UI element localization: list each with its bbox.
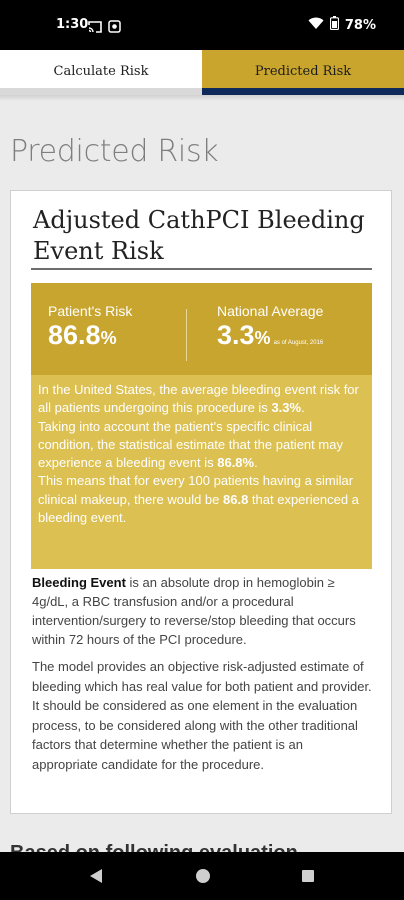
- page-title: Predicted Risk: [10, 134, 219, 169]
- explanation-p1a: In the United States, the average bleedi…: [38, 382, 359, 416]
- national-average-value: 3.3% as of August, 2016: [217, 320, 323, 351]
- risk-divider: [186, 309, 187, 361]
- explanation-p3c: that experienced a bleeding event.: [38, 491, 359, 526]
- title-divider: [31, 268, 372, 270]
- home-icon[interactable]: [196, 869, 210, 883]
- back-icon[interactable]: [89, 868, 103, 888]
- risk-summary: Patient's Risk 86.8% National Average 3.…: [31, 283, 372, 569]
- risk-header: Patient's Risk 86.8% National Average 3.…: [31, 283, 372, 375]
- risk-card: Adjusted CathPCI Bleeding Event Risk Pat…: [10, 190, 392, 814]
- status-bar: 1:30 78%: [0, 0, 404, 50]
- tab-predicted-risk[interactable]: Predicted Risk: [202, 50, 404, 95]
- wifi-icon: [308, 17, 324, 34]
- tab-calculate-risk[interactable]: Calculate Risk: [0, 50, 202, 95]
- national-average-asof: as of August, 2016: [273, 340, 324, 346]
- explanation-p2a: Taking into account the patient's specif…: [38, 418, 343, 471]
- national-average: National Average 3.3% as of August, 2016: [217, 303, 323, 351]
- explanation-p3b: 86.8: [223, 491, 249, 507]
- status-right: 78%: [308, 16, 376, 34]
- tab-shadow: [0, 95, 404, 101]
- patient-risk-unit: %: [100, 328, 117, 348]
- status-time: 1:30: [56, 17, 89, 32]
- model-description: The model provides an objective risk-adj…: [32, 659, 372, 772]
- national-average-unit: %: [254, 328, 271, 348]
- cast-icon: [88, 18, 102, 37]
- bleeding-event-definition: Bleeding Event is an absolute drop in he…: [32, 573, 372, 649]
- explanation-p2c: .: [254, 455, 258, 471]
- patient-risk: Patient's Risk 86.8%: [48, 303, 132, 351]
- risk-explanation: In the United States, the average bleedi…: [38, 381, 368, 527]
- battery-icon: [329, 16, 339, 34]
- definition-term: Bleeding Event: [32, 575, 126, 590]
- explanation-p1b: 3.3%: [271, 400, 302, 416]
- explanation-p3a: This means that for every 100 patients h…: [38, 473, 354, 507]
- battery-percent: 78%: [344, 17, 376, 33]
- patient-risk-value: 86.8%: [48, 320, 132, 351]
- explanation-p2b: 86.8%: [217, 455, 255, 471]
- explanation-p1c: .: [301, 400, 305, 416]
- patient-risk-number: 86.8: [48, 320, 101, 350]
- screen-record-icon: [108, 18, 121, 37]
- definition-text: is an absolute drop in hemoglobin ≥ 4g/d…: [32, 575, 356, 647]
- card-title: Adjusted CathPCI Bleeding Event Risk: [33, 206, 365, 265]
- recents-icon[interactable]: [302, 870, 314, 882]
- national-average-label: National Average: [217, 303, 324, 319]
- national-average-number: 3.3: [217, 320, 255, 350]
- nav-bar: [0, 852, 404, 900]
- patient-risk-label: Patient's Risk: [48, 303, 133, 319]
- tab-bar: Calculate Risk Predicted Risk: [0, 50, 404, 95]
